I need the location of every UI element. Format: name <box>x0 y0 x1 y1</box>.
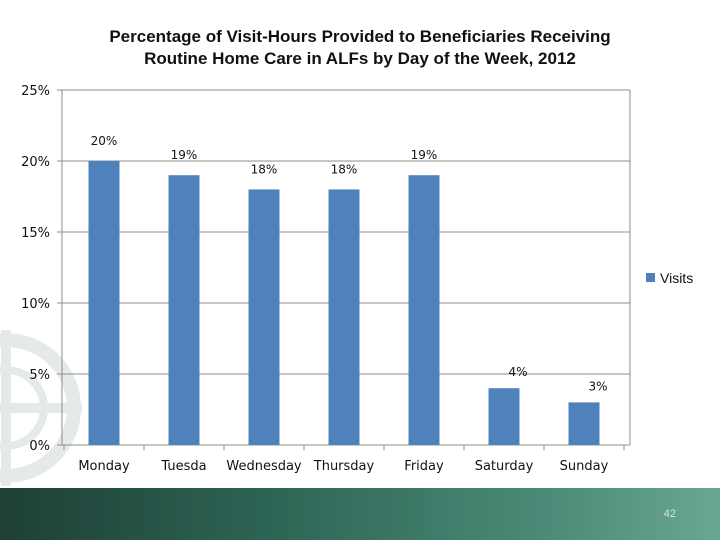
y-tick-label: 15% <box>21 226 50 241</box>
category-label: Tuesda <box>160 459 206 474</box>
data-label: 19% <box>411 148 438 162</box>
watermark-logo-icon <box>0 330 82 486</box>
y-tick-label: 20% <box>21 155 50 170</box>
y-tick-label: 0% <box>29 439 50 454</box>
legend-swatch <box>646 273 655 282</box>
bar-friday <box>408 175 440 445</box>
data-label: 18% <box>331 162 358 176</box>
category-label: Saturday <box>475 459 534 474</box>
bar-thursday <box>328 189 360 445</box>
category-label: Thursday <box>313 459 375 474</box>
footer-band: 42 <box>0 488 720 540</box>
y-tick-label: 10% <box>21 297 50 312</box>
bar-tuesda <box>168 175 200 445</box>
chart-title: Percentage of Visit-Hours Provided to Be… <box>90 26 630 70</box>
data-label: 18% <box>251 162 278 176</box>
chart-title-line-1: Percentage of Visit-Hours Provided to Be… <box>109 27 611 46</box>
page-number: 42 <box>663 508 676 520</box>
data-label: 3% <box>588 379 607 393</box>
legend: Visits <box>646 270 693 286</box>
category-label: Monday <box>78 459 130 474</box>
bar-sunday <box>568 402 600 445</box>
y-tick-label: 25% <box>21 84 50 99</box>
bar-monday <box>88 161 120 445</box>
data-label: 20% <box>91 134 118 148</box>
category-label: Wednesday <box>226 459 302 474</box>
bar-wednesday <box>248 189 280 445</box>
category-label: Friday <box>404 459 444 474</box>
category-label: Sunday <box>560 459 609 474</box>
chart-title-line-2: Routine Home Care in ALFs by Day of the … <box>144 49 576 68</box>
legend-label: Visits <box>660 270 693 286</box>
labels: 0% 5% 10% 15% 20% 25% 20% Monday 19% Tuesda 18% Wed… <box>21 84 609 474</box>
y-tick-label: 5% <box>29 368 50 383</box>
bar-saturday <box>488 388 520 445</box>
data-label: 4% <box>508 365 527 379</box>
bars <box>88 161 600 445</box>
data-label: 19% <box>171 148 198 162</box>
